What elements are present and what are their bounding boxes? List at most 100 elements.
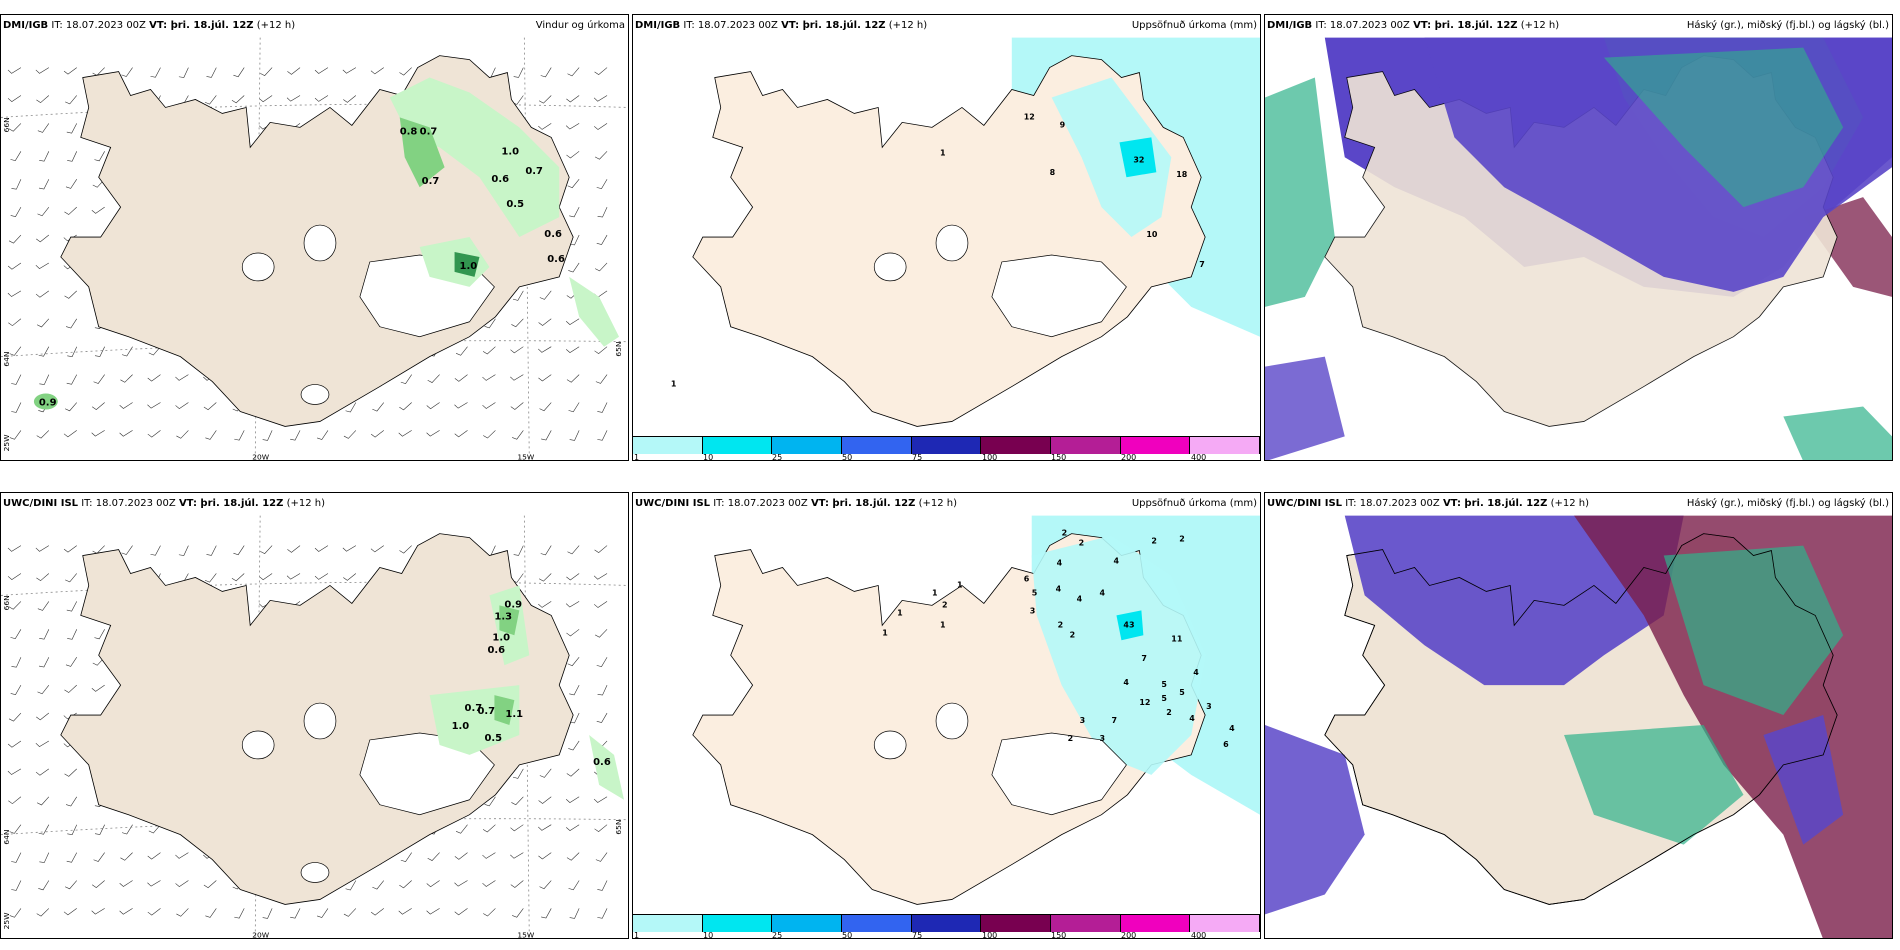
wind-barb — [7, 262, 22, 270]
svg-text:4: 4 — [1100, 588, 1106, 597]
wind-barb — [566, 151, 580, 159]
svg-text:1: 1 — [897, 608, 903, 617]
map-area — [1265, 515, 1892, 938]
wind-barb — [66, 852, 78, 863]
wind-barb — [510, 852, 524, 859]
wind-barb — [93, 374, 105, 384]
wind-barb — [65, 573, 77, 583]
colorbar-swatch — [1120, 437, 1191, 454]
wind-barb — [176, 908, 189, 917]
wind-barb — [121, 346, 133, 357]
wind-barb — [594, 824, 608, 833]
wind-barb — [121, 67, 133, 77]
wind-barb — [260, 545, 273, 555]
svg-text:2: 2 — [1151, 537, 1157, 546]
wind-barb — [119, 880, 133, 887]
colorbar-label: 50 — [842, 453, 853, 461]
wind-barb — [343, 908, 357, 917]
svg-text:15W: 15W — [517, 930, 535, 939]
wind-barb — [565, 601, 580, 608]
wind-barb — [482, 402, 496, 409]
colorbar-label: 10 — [703, 453, 714, 461]
wind-barb — [594, 545, 608, 554]
svg-text:4: 4 — [1193, 668, 1199, 677]
svg-text:4: 4 — [1229, 724, 1235, 733]
valid-time: VT: þri. 18.júl. 12Z — [1413, 20, 1518, 31]
wind-barb — [454, 880, 468, 887]
wind-barb — [538, 573, 552, 582]
svg-text:4: 4 — [1123, 678, 1129, 687]
svg-text:64N: 64N — [2, 830, 11, 845]
wind-barb — [426, 430, 440, 437]
svg-text:4: 4 — [1077, 594, 1083, 603]
wind-barb — [538, 852, 552, 860]
wind-barb — [370, 430, 384, 438]
svg-text:66N: 66N — [2, 117, 11, 132]
wind-barb — [596, 179, 608, 190]
wind-barb — [512, 430, 524, 440]
wind-barb — [38, 346, 50, 357]
wind-barb — [510, 346, 524, 354]
wind-barb — [538, 824, 552, 831]
wind-barb — [91, 430, 105, 437]
colorbar-label: 200 — [1121, 931, 1137, 939]
wind-barb — [35, 768, 50, 776]
wind-barb — [64, 402, 77, 412]
wind-barb — [314, 573, 329, 580]
wind-barb — [597, 880, 608, 891]
wind-barb — [482, 880, 496, 887]
wind-barb — [454, 908, 468, 916]
svg-text:0.5: 0.5 — [506, 199, 524, 210]
wind-barb — [37, 601, 50, 611]
lead-time: (+12 h) — [1520, 20, 1560, 31]
wind-barb — [35, 545, 50, 552]
svg-text:20W: 20W — [252, 930, 270, 939]
wind-barb — [35, 262, 50, 270]
wind-barb — [36, 712, 50, 721]
valid-time: VT: þri. 18.júl. 12Z — [810, 498, 916, 509]
wind-barb — [148, 346, 161, 356]
svg-text:1.0: 1.0 — [501, 146, 519, 157]
wind-barb — [566, 768, 580, 777]
wind-barb — [91, 880, 105, 888]
colorbar-label: 75 — [912, 453, 923, 461]
svg-text:4: 4 — [1057, 559, 1063, 568]
wind-barb — [426, 402, 440, 410]
wind-barb — [482, 374, 496, 381]
wind-barb — [342, 67, 357, 74]
wind-barb — [7, 573, 22, 580]
wind-barb — [314, 95, 329, 102]
wind-barb — [67, 151, 78, 162]
wind-barb — [37, 684, 50, 695]
wind-barb — [510, 402, 524, 410]
wind-barb — [91, 684, 105, 692]
wind-barb — [38, 880, 50, 891]
wind-barb — [147, 374, 161, 382]
svg-text:1.0: 1.0 — [492, 632, 510, 643]
colorbar-label: 100 — [982, 931, 998, 939]
wind-barb — [38, 824, 50, 835]
wind-barb — [512, 768, 524, 779]
wind-barb — [38, 179, 50, 190]
wind-barb — [205, 908, 217, 918]
wind-barb — [538, 123, 552, 130]
wind-barb — [91, 908, 105, 915]
graticule — [1, 37, 628, 460]
wind-barb — [203, 880, 217, 889]
wind-barb — [566, 852, 580, 861]
wind-barb — [370, 545, 384, 553]
wind-barb — [511, 796, 524, 806]
wind-barb — [63, 430, 77, 438]
svg-text:1: 1 — [882, 628, 888, 637]
wind-barb — [121, 824, 133, 835]
wind-barb — [65, 318, 78, 329]
wind-barb — [204, 573, 217, 583]
colorbar-swatch — [981, 437, 1052, 454]
wind-precip-map: 0.9 1.3 1.0 0.6 0.7 0.7 1.1 1.0 0.5 0.6 … — [1, 515, 628, 939]
colorbar-label: 1 — [634, 931, 640, 939]
wind-barb — [399, 545, 412, 554]
wind-barb — [11, 880, 22, 891]
panel-header: UWC/DINI ISL IT: 18.07.2023 00Z VT: þri.… — [633, 493, 1260, 515]
colorbar-label: 150 — [1051, 453, 1067, 461]
wind-barb — [568, 740, 580, 751]
